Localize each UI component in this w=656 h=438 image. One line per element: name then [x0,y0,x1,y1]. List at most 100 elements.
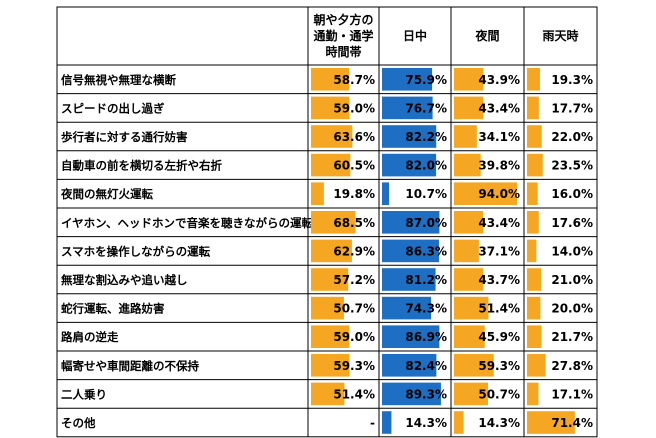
bar [454,411,464,434]
column-header-3: 夜間 [474,28,499,43]
value-label: 39.8% [478,159,520,173]
value-label: 14.0% [551,244,593,258]
value-label: 87.0% [405,216,447,230]
bar [527,125,542,148]
bar [454,325,485,348]
value-label: 51.4% [478,302,520,316]
bar [311,296,344,320]
bar [454,296,489,320]
bar [527,411,575,434]
row-label: 信号無視や無理な横断 [61,73,176,87]
value-label: 37.1% [478,244,520,258]
bar [527,239,537,263]
value-label: 82.0% [405,159,447,173]
row-label: スマホを操作しながらの運転 [61,244,211,258]
bar [311,382,345,406]
value-label: 17.7% [551,101,593,115]
value-label: 14.3% [405,416,447,430]
value-label: 34.1% [478,130,520,144]
bar [382,182,390,205]
row-label: 幅寄せや車間距離の不保持 [61,359,199,373]
bar [311,153,351,177]
value-label: 59.3% [333,359,375,373]
bar [311,325,350,348]
value-label: 17.6% [551,216,593,230]
value-label: 59.3% [478,359,520,373]
bar [382,354,437,377]
bar [527,153,543,177]
bar [382,296,432,320]
value-label: 27.8% [551,359,593,373]
value-label: 59.0% [333,330,375,344]
value-label: 81.2% [405,273,447,287]
column-header-4: 雨天時 [542,28,578,43]
bar [311,211,356,234]
bar [527,96,539,120]
value-label: 59.0% [333,101,375,115]
table-border [56,6,598,438]
value-label: 51.4% [333,387,375,401]
bar [527,354,546,377]
bar [527,68,540,91]
value-label: 62.9% [333,244,375,258]
bar [527,296,541,320]
value-label: 76.7% [405,101,447,115]
bar [311,354,350,377]
value-label: 86.9% [405,330,447,344]
row-label: イヤホン、ヘッドホンで音楽を聴きながらの運転 [61,216,313,230]
row-label: 自動車の前を横切る左折や右折 [61,159,222,173]
value-label: 43.9% [478,73,520,87]
bar [454,182,517,205]
value-label: 23.5% [551,159,593,173]
value-label: 50.7% [333,302,375,316]
value-label: 74.3% [405,302,447,316]
value-label: 17.1% [551,387,593,401]
row-label: スピードの出し過ぎ [61,101,165,115]
row-label: 歩行者に対する通行妨害 [61,130,188,144]
value-label: 50.7% [478,387,520,401]
value-label: 94.0% [478,187,520,201]
value-label: 20.0% [551,302,593,316]
bar [527,268,542,291]
value-label: 45.9% [478,330,520,344]
value-label: 63.6% [333,130,375,144]
bar [311,125,353,148]
value-label: 43.4% [478,216,520,230]
value-label: 86.3% [405,244,447,258]
bar [454,68,484,91]
bar [382,239,439,263]
bar [382,68,433,91]
value-label: 71.4% [551,416,593,430]
bar [527,182,538,205]
bar [382,325,440,348]
value-label: 75.9% [405,73,447,87]
row-label: 無理な割込みや追い越し [61,273,188,287]
bar [454,382,488,406]
column-header-2: 日中 [403,28,427,43]
value-label: 21.0% [551,273,593,287]
bar [311,68,350,91]
bar [454,239,479,263]
column-header-1: 朝や夕方の通勤・通学時間帯 [313,12,373,59]
row-label: 二人乗り [61,387,107,401]
bar [454,125,477,148]
bar [382,382,441,406]
value-label: 68.5% [333,216,375,230]
value-label: 14.3% [478,416,520,430]
value-label: 82.2% [405,130,447,144]
value-label: 58.7% [333,73,375,87]
value-label: 43.7% [478,273,520,287]
bar [311,239,352,263]
bar [311,96,350,120]
value-label: 19.8% [333,187,375,201]
row-label: 夜間の無灯火運転 [60,187,153,201]
value-label: 19.3% [551,73,593,87]
value-label: 21.7% [551,330,593,344]
bar [382,268,436,291]
bar [454,96,484,120]
bar [311,268,349,291]
row-label: 蛇行運転、進路妨害 [61,302,165,316]
value-label: 22.0% [551,130,593,144]
value-label: 89.3% [405,387,447,401]
value-label: 16.0% [551,187,593,201]
